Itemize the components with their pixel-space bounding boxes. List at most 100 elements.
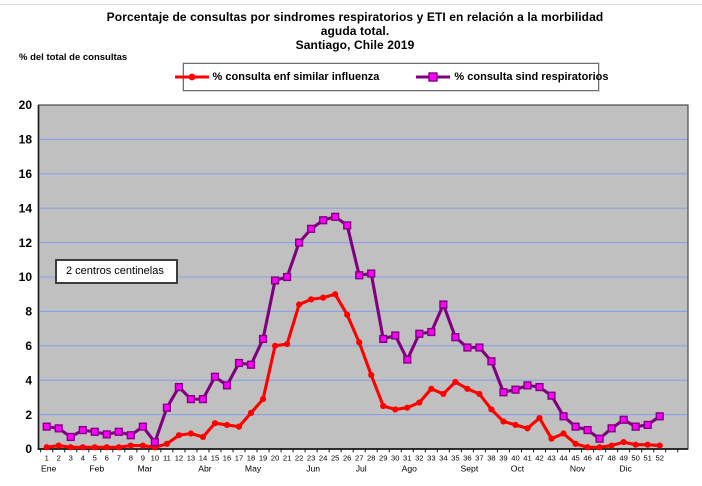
chart-title-line2: aguda total. <box>320 24 390 38</box>
svg-text:16: 16 <box>223 454 231 463</box>
svg-text:Dic: Dic <box>619 464 632 474</box>
svg-text:0: 0 <box>25 442 32 456</box>
svg-text:12: 12 <box>175 454 183 463</box>
y-axis-unit-label: % del total de consultas <box>19 52 128 63</box>
svg-text:1: 1 <box>45 454 49 463</box>
svg-text:7: 7 <box>117 454 121 463</box>
svg-text:17: 17 <box>235 454 243 463</box>
axes <box>37 105 688 450</box>
legend-label-respiratorios: % consulta sind respiratorios <box>454 71 609 83</box>
svg-text:8: 8 <box>129 454 133 463</box>
series-influenza-line <box>45 292 662 449</box>
svg-text:18: 18 <box>19 133 33 147</box>
svg-text:25: 25 <box>331 454 339 463</box>
slide-top-edge <box>0 4 702 5</box>
svg-text:28: 28 <box>367 454 375 463</box>
svg-text:14: 14 <box>19 201 33 215</box>
svg-text:21: 21 <box>283 454 291 463</box>
svg-text:Feb: Feb <box>89 464 104 474</box>
svg-text:11: 11 <box>163 454 171 463</box>
svg-text:30: 30 <box>391 454 399 463</box>
y-gridlines <box>39 138 687 416</box>
svg-text:42: 42 <box>535 454 543 463</box>
svg-text:10: 10 <box>151 454 159 463</box>
svg-text:15: 15 <box>211 454 219 463</box>
svg-text:6: 6 <box>25 339 32 353</box>
svg-text:48: 48 <box>607 454 615 463</box>
svg-text:36: 36 <box>463 454 471 463</box>
svg-text:52: 52 <box>655 454 663 463</box>
x-axis-ticks <box>40 449 679 453</box>
series-respiratorios <box>42 212 664 447</box>
svg-text:29: 29 <box>379 454 387 463</box>
legend-label-influenza: % consulta enf similar influenza <box>212 71 380 83</box>
svg-text:41: 41 <box>523 454 531 463</box>
series-respiratorios-markers <box>42 212 664 447</box>
chart-title-line1: Porcentaje de consultas por sindromes re… <box>106 10 604 24</box>
svg-text:40: 40 <box>511 454 519 463</box>
svg-text:Oct: Oct <box>511 464 525 474</box>
legend-item-influenza: % consulta enf similar influenza <box>174 71 380 83</box>
svg-text:51: 51 <box>643 454 651 463</box>
legend-swatch-influenza-line-icon <box>174 73 209 81</box>
svg-text:Sept: Sept <box>461 464 479 474</box>
svg-text:33: 33 <box>427 454 435 463</box>
svg-text:46: 46 <box>583 454 591 463</box>
svg-text:19: 19 <box>259 454 267 463</box>
svg-text:May: May <box>245 464 262 474</box>
svg-text:34: 34 <box>439 454 447 463</box>
svg-text:20: 20 <box>19 98 33 112</box>
svg-text:37: 37 <box>475 454 483 463</box>
svg-text:Ago: Ago <box>402 464 418 474</box>
svg-text:Nov: Nov <box>570 464 586 474</box>
svg-text:20: 20 <box>271 454 279 463</box>
svg-text:Jun: Jun <box>306 464 320 474</box>
svg-text:14: 14 <box>199 454 207 463</box>
legend-item-respiratorios: % consulta sind respiratorios <box>415 71 608 83</box>
svg-text:43: 43 <box>547 454 555 463</box>
chart-title-line3: Santiago, Chile 2019 <box>295 38 415 52</box>
svg-text:Ene: Ene <box>41 464 57 474</box>
svg-text:6: 6 <box>105 454 109 463</box>
svg-text:49: 49 <box>619 454 627 463</box>
svg-text:13: 13 <box>187 454 195 463</box>
svg-text:32: 32 <box>415 454 423 463</box>
svg-text:35: 35 <box>451 454 459 463</box>
svg-text:45: 45 <box>571 454 579 463</box>
svg-text:12: 12 <box>19 236 33 250</box>
svg-text:16: 16 <box>19 167 33 181</box>
y-axis-labels: 0 2 4 6 8 10 12 14 16 18 20 <box>19 98 33 456</box>
svg-text:2: 2 <box>25 408 32 422</box>
svg-text:10: 10 <box>19 270 33 284</box>
svg-text:2: 2 <box>57 454 61 463</box>
svg-text:9: 9 <box>141 454 145 463</box>
svg-text:4: 4 <box>25 373 32 387</box>
series-respiratorios-line <box>45 215 662 444</box>
svg-text:47: 47 <box>595 454 603 463</box>
svg-text:5: 5 <box>93 454 97 463</box>
svg-text:27: 27 <box>355 454 363 463</box>
svg-text:24: 24 <box>319 454 327 463</box>
legend-swatch-respiratorios-line-icon <box>416 72 451 82</box>
svg-text:3: 3 <box>69 454 73 463</box>
legend-box: % consulta enf similar influenza % consu… <box>174 63 608 91</box>
svg-text:8: 8 <box>25 305 32 319</box>
svg-text:Abr: Abr <box>198 464 212 474</box>
svg-text:50: 50 <box>631 454 639 463</box>
svg-text:38: 38 <box>487 454 495 463</box>
x-axis-month-labels: Ene Feb Mar Abr May Jun Jul Ago Sept Oct Nov Dic <box>41 464 632 474</box>
svg-text:22: 22 <box>295 454 303 463</box>
series-influenza-markers <box>43 291 663 451</box>
svg-text:44: 44 <box>559 454 567 463</box>
svg-text:Mar: Mar <box>137 464 152 474</box>
annotation-centros-centinelas: 2 centros centinelas <box>55 259 178 284</box>
svg-text:Jul: Jul <box>356 464 367 474</box>
svg-text:26: 26 <box>343 454 351 463</box>
svg-text:39: 39 <box>499 454 507 463</box>
svg-text:31: 31 <box>403 454 411 463</box>
x-axis-week-labels: 1 2 3 4 5 6 7 8 9 10 11 12 13 14 15 16 17 18 19 20 21 22 23 24 2… <box>45 454 664 463</box>
svg-text:18: 18 <box>247 454 255 463</box>
svg-text:23: 23 <box>307 454 315 463</box>
